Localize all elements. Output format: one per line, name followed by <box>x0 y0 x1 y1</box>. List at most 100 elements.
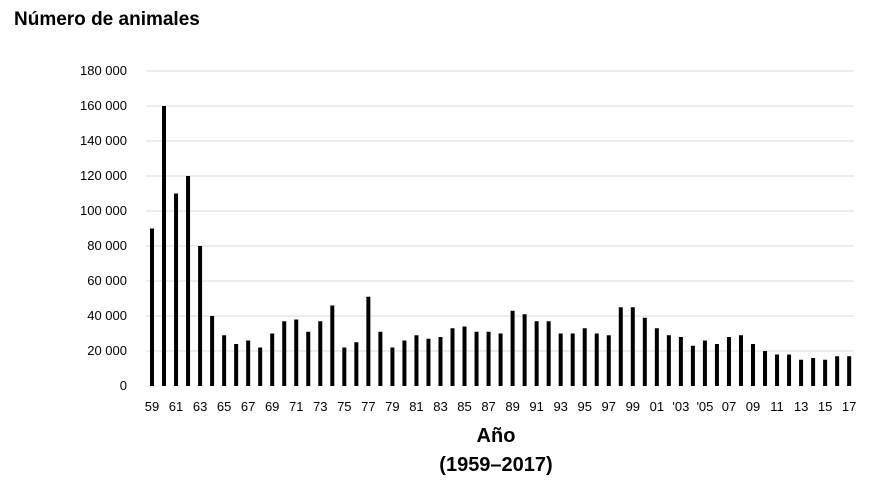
x-tick-label: 59 <box>145 399 159 414</box>
bar-2003 <box>678 337 683 386</box>
x-tick-label: 85 <box>457 399 471 414</box>
x-tick-label: 65 <box>217 399 231 414</box>
bar-2009 <box>751 344 755 386</box>
x-tick-label: 89 <box>505 399 519 414</box>
bar-1976 <box>354 342 359 386</box>
y-tick-label: 120 000 <box>80 168 127 183</box>
x-tick-label: 13 <box>794 399 808 414</box>
bar-1994 <box>570 333 575 386</box>
bar-1975 <box>342 347 347 386</box>
bar-1979 <box>390 347 395 386</box>
chart-title: Número de animales <box>14 9 200 30</box>
bar-1972 <box>306 331 311 386</box>
bar-1973 <box>318 321 323 386</box>
y-tick-label: 100 000 <box>80 203 127 218</box>
x-tick-label: 11 <box>770 399 784 414</box>
x-tick-label: 97 <box>602 399 616 414</box>
bar-1988 <box>498 333 503 386</box>
y-tick-label: 20 000 <box>87 343 127 358</box>
bar-1980 <box>402 340 407 386</box>
y-tick-label: 180 000 <box>80 63 127 78</box>
bar-2002 <box>666 335 671 386</box>
bar-1969 <box>270 333 275 386</box>
bar-1977 <box>366 296 371 386</box>
bar-2016 <box>835 356 840 386</box>
bar-1966 <box>234 344 239 386</box>
bar-1974 <box>330 305 335 386</box>
x-tick-label: 69 <box>265 399 279 414</box>
bars <box>150 106 852 386</box>
bar-1971 <box>294 319 299 386</box>
x-tick-label: 99 <box>626 399 640 414</box>
bar-1984 <box>450 328 455 386</box>
x-tick-label: '05 <box>696 399 713 414</box>
bar-1983 <box>438 337 443 386</box>
y-tick-label: 140 000 <box>80 133 127 148</box>
bar-1991 <box>534 321 539 386</box>
bar-1965 <box>222 335 227 386</box>
bar-1985 <box>462 326 467 386</box>
bar-1999 <box>630 307 635 386</box>
bar-1990 <box>522 314 527 386</box>
x-axis-label: Año <box>476 425 516 447</box>
bar-1982 <box>426 338 431 386</box>
y-tick-label: 60 000 <box>87 273 127 288</box>
x-tick-label: 15 <box>818 399 832 414</box>
bar-1993 <box>558 333 563 386</box>
x-tick-label: 87 <box>481 399 495 414</box>
x-tick-label: 07 <box>722 399 736 414</box>
bar-1997 <box>606 335 611 386</box>
x-tick-label: 09 <box>746 399 760 414</box>
x-tick-label: 93 <box>553 399 567 414</box>
bar-1970 <box>282 321 287 386</box>
bar-2004 <box>690 345 695 386</box>
y-tick-label: 80 000 <box>87 238 127 253</box>
gridlines <box>146 70 854 352</box>
bar-1998 <box>618 307 623 386</box>
x-tick-label: 77 <box>361 399 375 414</box>
bar-2012 <box>787 354 792 386</box>
bar-2013 <box>799 359 804 386</box>
bar-2005 <box>702 340 707 386</box>
x-tick-label: 75 <box>337 399 351 414</box>
x-tick-label: 01 <box>650 399 664 414</box>
x-tick-label: 79 <box>385 399 399 414</box>
x-tick-label: 71 <box>289 399 303 414</box>
x-axis-ticks: 59 61 63 65 67 69 71 73 75 77 79 81 83 85 87 89 91 93 95 97… <box>145 399 857 414</box>
x-tick-label: 91 <box>529 399 543 414</box>
x-tick-label: 83 <box>433 399 447 414</box>
bar-1968 <box>258 347 263 386</box>
bar-1967 <box>246 340 251 386</box>
bar-2001 <box>654 328 659 386</box>
bar-2007 <box>726 337 731 386</box>
bar-1986 <box>474 331 479 386</box>
bar-1987 <box>486 331 491 386</box>
bar-1959 <box>150 228 154 386</box>
x-tick-label: 81 <box>409 399 423 414</box>
x-tick-label: 73 <box>313 399 327 414</box>
bar-2006 <box>714 344 719 386</box>
bar-2011 <box>775 354 780 386</box>
bar-2000 <box>642 317 647 386</box>
bar-1989 <box>510 310 515 386</box>
x-tick-label: 63 <box>193 399 207 414</box>
x-axis-sublabel: (1959–2017) <box>439 454 553 476</box>
x-tick-label: 67 <box>241 399 255 414</box>
bar-2010 <box>763 351 768 386</box>
bar-1995 <box>582 328 587 386</box>
bar-1961 <box>174 193 179 386</box>
bar-1996 <box>594 333 599 386</box>
bar-1964 <box>210 316 215 386</box>
bar-1962 <box>186 176 191 386</box>
bar-1960 <box>162 106 167 386</box>
bar-1981 <box>414 335 419 386</box>
y-tick-label: 160 000 <box>80 98 127 113</box>
bar-2008 <box>738 335 743 386</box>
y-tick-label: 40 000 <box>87 308 127 323</box>
bar-2014 <box>811 358 816 386</box>
bar-1963 <box>198 246 203 386</box>
bar-1992 <box>546 321 551 386</box>
y-tick-label: 0 <box>120 378 127 393</box>
bar-2017 <box>847 356 852 386</box>
